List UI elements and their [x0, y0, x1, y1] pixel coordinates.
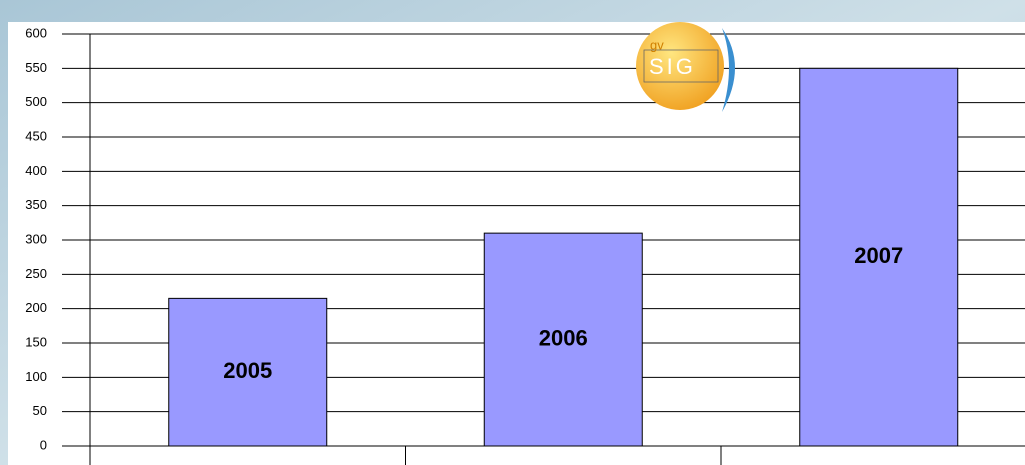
bar — [799, 67, 959, 447]
y-tick-label: 150 — [25, 334, 47, 349]
y-tick-label: 400 — [25, 163, 47, 178]
y-tick-label: 0 — [40, 437, 47, 452]
y-tick-label: 100 — [25, 369, 47, 384]
category-label: 2006 — [539, 325, 588, 350]
category-label: 2005 — [223, 358, 272, 383]
y-tick-label: 500 — [25, 94, 47, 109]
y-tick-label: 450 — [25, 128, 47, 143]
bar — [168, 297, 328, 447]
y-tick-label: 600 — [25, 25, 47, 40]
logo-swoosh — [722, 28, 735, 112]
logo-frame — [643, 49, 719, 83]
category-label: 2007 — [854, 243, 903, 268]
y-tick-label: 550 — [25, 60, 47, 75]
y-tick-label: 200 — [25, 300, 47, 315]
y-tick-label: 350 — [25, 197, 47, 212]
logo-small-text: gv — [650, 37, 664, 52]
logo: gv SIG — [636, 22, 735, 112]
marks: 0 50 100 150 200 250 300 350 400 450 500 550 600 2005… — [25, 25, 1025, 465]
y-tick-label: 250 — [25, 266, 47, 281]
logo-text: SIG — [649, 54, 696, 79]
y-tick-label: 50 — [33, 403, 47, 418]
bar — [483, 232, 643, 447]
y-tick-label: 300 — [25, 231, 47, 246]
logo-orb — [636, 22, 724, 110]
